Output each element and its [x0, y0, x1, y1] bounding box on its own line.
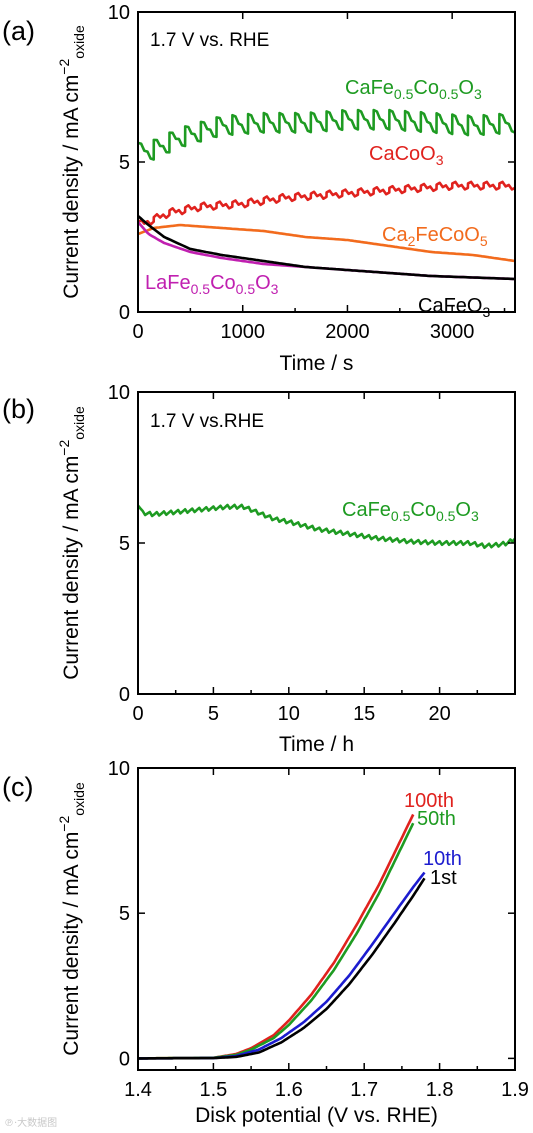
y-axis-title: Current density / mA cm−2oxide [56, 406, 87, 680]
y-tick-label: 10 [108, 758, 130, 780]
series-line-50th [138, 822, 415, 1060]
y-tick-label: 5 [119, 903, 130, 925]
series-line-ca2fecoo5 [138, 223, 515, 263]
panel-label: (b) [2, 394, 35, 424]
x-tick-label: 20 [428, 703, 450, 725]
series-line-cafe0-5co0-5o3 [138, 503, 515, 549]
series-line-cafeo3 [138, 215, 515, 281]
plot-area-frame [137, 11, 516, 313]
x-tick-label: 1.9 [501, 1079, 529, 1101]
x-tick-label: 1.8 [426, 1079, 454, 1101]
y-axis-title: Current density / mA cm−2oxide [56, 782, 87, 1056]
x-axis-title: Disk potential (V vs. RHE) [195, 1104, 438, 1127]
plot-area-frame [137, 767, 516, 1071]
chart-panel-a: CaFe0.5Co0.5O3 CaCoO3 Ca2FeCoO5 LaFe0.5Co0.… [2, 2, 516, 375]
x-tick-label: 3000 [430, 321, 475, 343]
series-label-1st: 1st [430, 867, 457, 889]
x-tick-label: 0 [132, 703, 143, 725]
x-tick-label: 10 [278, 703, 300, 725]
series-label-cafe0-5co0-5o3: CaFe0.5Co0.5O3 [342, 499, 479, 524]
y-tick-label: 10 [108, 382, 130, 404]
series-label-50th: 50th [417, 808, 456, 830]
y-tick-label: 5 [119, 533, 130, 555]
series-label-cafeo3: CaFeO3 [418, 295, 490, 320]
y-axis-title: Current density / mA cm−2oxide [56, 25, 87, 299]
x-tick-label: 0 [132, 321, 143, 343]
series-label-10th: 10th [423, 848, 462, 870]
watermark: ℗·大数据图 [4, 1116, 57, 1129]
x-tick-label: 5 [208, 703, 219, 725]
series-label-100th: 100th [404, 790, 454, 812]
series-line-cafe0-5co0-5o3 [138, 108, 515, 161]
series-label-cafe0-5co0-5o3: CaFe0.5Co0.5O3 [345, 77, 482, 102]
series-line-1st [138, 877, 426, 1060]
y-tick-label: 10 [108, 2, 130, 24]
series-label-cacoo3: CaCoO3 [369, 143, 444, 168]
x-tick-label: 1.7 [350, 1079, 378, 1101]
y-tick-label: 0 [119, 684, 130, 706]
series-label-lafe0-5co0-5o3: LaFe0.5Co0.5O3 [145, 272, 279, 297]
panel-label: (c) [2, 772, 33, 802]
x-tick-label: 1000 [220, 321, 265, 343]
y-tick-label: 0 [119, 302, 130, 324]
series-label-ca2fecoo5: Ca2FeCoO5 [382, 224, 488, 249]
chart-panel-b: CaFe0.5Co0.5O3 0 5 10 15 20 0 5 10 1.7 V vs.RHE (b… [2, 382, 516, 756]
x-axis-title: Time / s [280, 352, 354, 375]
series-line-100th [138, 813, 415, 1060]
panel-label: (a) [2, 16, 35, 46]
x-tick-label: 1.4 [124, 1079, 152, 1101]
annotation-potential: 1.7 V vs.RHE [150, 411, 264, 432]
x-tick-label: 1.6 [275, 1079, 303, 1101]
y-tick-label: 5 [119, 152, 130, 174]
x-tick-label: 1.5 [199, 1079, 227, 1101]
y-tick-label: 0 [119, 1048, 130, 1070]
x-tick-label: 2000 [325, 321, 370, 343]
series-line-cacoo3 [138, 180, 515, 226]
x-axis-title: Time / h [279, 733, 354, 756]
x-tick-label: 15 [353, 703, 375, 725]
annotation-potential: 1.7 V vs. RHE [150, 30, 269, 51]
